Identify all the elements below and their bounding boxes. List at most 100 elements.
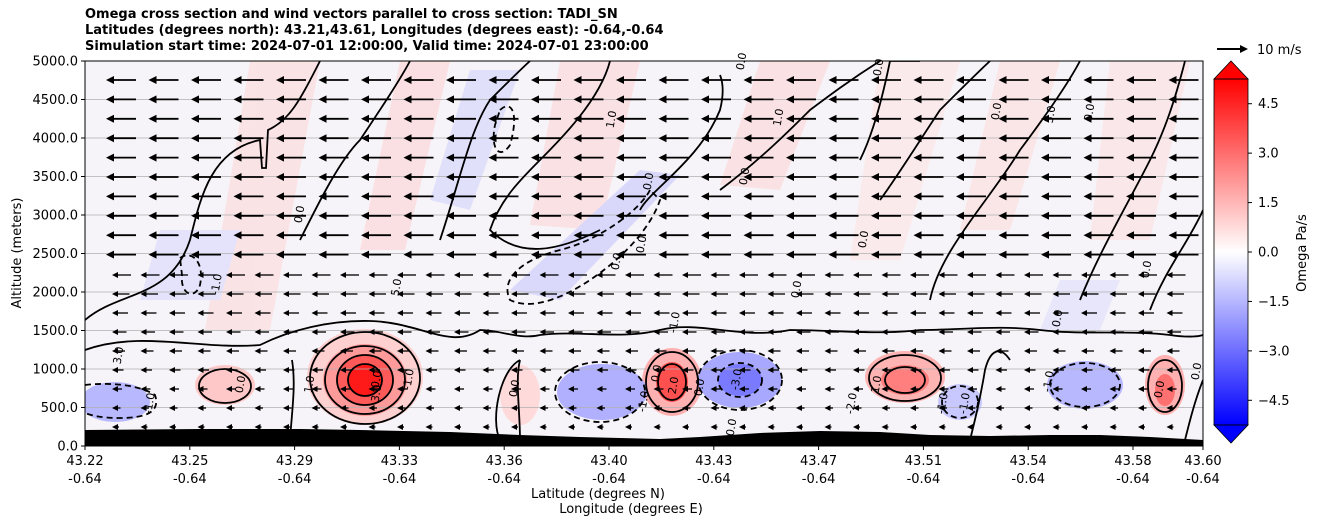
wind-vector-head [140, 424, 147, 430]
wind-vector-head [568, 386, 574, 392]
wind-vector-head [786, 192, 794, 201]
wind-vector-head [511, 348, 517, 354]
wind-vector-head [625, 424, 631, 430]
wind-vector-head [1138, 272, 1144, 278]
wind-vector-head [148, 173, 157, 181]
wind-vector-head [824, 272, 831, 278]
wind-vector-head [701, 231, 709, 240]
colorbar-tick-label: 4.5 [1258, 97, 1279, 112]
wind-vector-head [910, 386, 916, 392]
x-tick-label-lon: -0.64 [173, 472, 207, 487]
wind-vector-head [956, 95, 964, 104]
wind-vector-head [828, 95, 837, 104]
contour-label: 0.0 [1152, 380, 1168, 399]
wind-vector-head [254, 348, 261, 354]
wind-vector-head [824, 367, 831, 373]
wind-vector-head [967, 348, 973, 354]
wind-vector-head [881, 367, 888, 373]
wind-vector-head [425, 291, 432, 297]
wind-vector-head [425, 310, 432, 316]
wind-vector-head [871, 114, 879, 123]
wind-vector-head [397, 424, 403, 430]
wind-vector-head [361, 134, 369, 143]
wind-vector-head [254, 424, 261, 430]
wind-vector-head [1126, 231, 1134, 240]
wind-vector-head [148, 250, 157, 259]
wind-vector-head [1024, 291, 1030, 297]
wind-vector-head [531, 211, 539, 220]
wind-vector-head [318, 95, 327, 104]
wind-vector-head [425, 367, 432, 373]
wind-vector-head [531, 95, 539, 104]
wind-vector-head [625, 386, 631, 392]
wind-vector-head [824, 405, 831, 411]
wind-vector-head [710, 424, 717, 430]
wind-vector-head [739, 405, 745, 411]
wind-vector-head [106, 192, 114, 201]
wind-vector-head [191, 250, 199, 259]
wind-vector-head [743, 192, 752, 201]
y-tick-label: 5000.0 [33, 55, 79, 70]
contour-label: 0.0 [1082, 103, 1098, 122]
wind-vector-head [511, 405, 517, 411]
wind-vector-head [311, 367, 318, 373]
y-tick-label: 500.0 [41, 401, 78, 416]
wind-vector-head [881, 386, 888, 392]
wind-vector-head [148, 95, 157, 104]
wind-vector-head [283, 405, 289, 411]
wind-vector-head [361, 114, 369, 123]
x-tick-label-lat: 43.51 [905, 454, 942, 469]
wind-vector-head [482, 405, 489, 411]
wind-vector-head [112, 367, 118, 373]
wind-vector-head [531, 250, 539, 259]
wind-vector-head [743, 95, 752, 104]
wind-vector-head [786, 173, 794, 181]
wind-vector-head [1168, 250, 1177, 259]
wind-vector-head [767, 272, 774, 278]
wind-vector-head [531, 173, 539, 181]
y-tick-label: 3000.0 [33, 209, 79, 224]
wind-vector-head [361, 95, 369, 104]
wind-vector-head [616, 95, 624, 104]
wind-vector-head [568, 329, 574, 335]
x-tick-label-lat: 43.25 [171, 454, 208, 469]
wind-vector-head [1081, 424, 1087, 430]
wind-vector-head [446, 114, 454, 123]
wind-vector-head [403, 95, 412, 104]
wind-vector-head [140, 348, 147, 354]
wind-vector-head [913, 211, 922, 220]
wind-vector-head [1081, 386, 1087, 392]
wind-vector-head [743, 153, 752, 162]
x-axis-label-latitude: Latitude (degrees N) [531, 487, 665, 502]
wind-vector-head [488, 114, 497, 123]
wind-vector-head [197, 272, 204, 278]
wind-vector-head [998, 114, 1007, 123]
wind-vector-head [454, 405, 460, 411]
wind-vector-head [1138, 367, 1144, 373]
wind-vector-head [796, 405, 802, 411]
title-line-2: Latitudes (degrees north): 43.21,43.61, … [85, 23, 664, 38]
wind-vector-head [1052, 348, 1059, 354]
wind-vector-head [913, 173, 922, 181]
chart-title: Omega cross section and wind vectors par… [85, 7, 664, 55]
wind-vector-head [340, 348, 346, 354]
wind-vector-head [1024, 310, 1030, 316]
y-axis-label: Altitude (meters) [10, 198, 25, 309]
wind-vector-head [311, 272, 318, 278]
wind-vector-head [796, 291, 802, 297]
wind-vector-head [361, 76, 369, 84]
wind-vector-head [454, 329, 460, 335]
wind-vector-head [1041, 114, 1049, 123]
wind-vector-head [197, 424, 204, 430]
x-tick-label-lon: -0.64 [487, 472, 521, 487]
wind-vector-head [169, 367, 175, 373]
wind-vector-head [403, 250, 412, 259]
wind-vector-head [191, 192, 199, 201]
wind-vector-head [233, 95, 242, 104]
wind-vector-head [1166, 291, 1173, 297]
wind-vector-head [616, 134, 624, 143]
wind-vector-head [1126, 173, 1134, 181]
wind-vector-head [1041, 250, 1049, 259]
wind-vector-head [938, 310, 945, 316]
wind-vector-head [796, 329, 802, 335]
